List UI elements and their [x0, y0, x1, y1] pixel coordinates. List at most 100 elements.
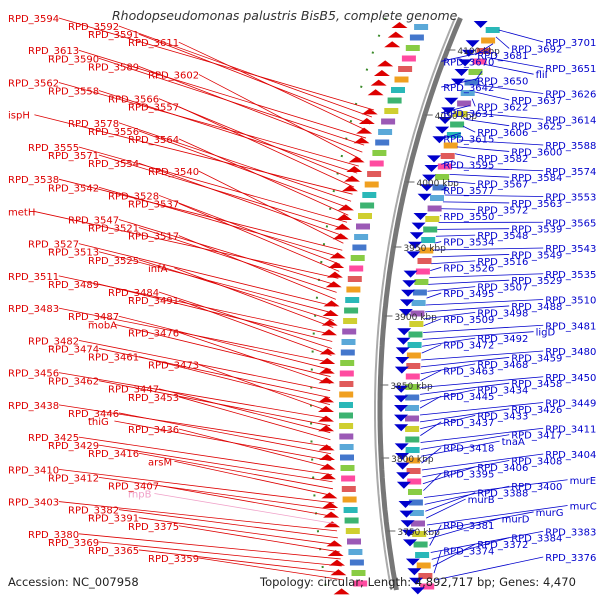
- right-leader-line: [462, 125, 476, 133]
- cog-block-outer: [344, 307, 359, 314]
- cog-block-outer: [343, 507, 358, 513]
- reverse-gene-arrow: [322, 502, 339, 508]
- forward-gene-arrow: [401, 529, 416, 537]
- reverse-gene-arrow: [322, 310, 339, 316]
- right-gene-label: RPD_3495: [443, 289, 494, 300]
- reverse-gene-arrow: [358, 118, 375, 124]
- reverse-gene-arrow: [318, 406, 334, 412]
- right-leader-line: [423, 479, 568, 498]
- right-leader-line: [432, 543, 476, 567]
- reverse-gene-arrow: [318, 367, 335, 374]
- left-gene-label: RPD_3542: [48, 183, 99, 194]
- right-leader-line: [441, 208, 476, 210]
- cog-block-inner: [432, 184, 447, 191]
- left-gene-label: RPD_3590: [48, 54, 99, 65]
- right-gene-label: RPD_3488: [511, 302, 562, 313]
- left-gene-label: RPD_3557: [128, 103, 179, 114]
- left-gene-label: mobA: [88, 320, 117, 331]
- left-gene-label: RPD_3453: [128, 393, 179, 404]
- cog-block-inner: [406, 363, 421, 369]
- cog-block-outer: [344, 517, 359, 524]
- right-gene-label: RPD_3574: [545, 167, 596, 178]
- left-gene-label: RPD_3429: [48, 441, 99, 452]
- left-leader-line: [58, 372, 331, 420]
- cog-block-outer: [341, 475, 356, 482]
- left-gene-label: RPD_3380: [28, 530, 79, 541]
- cog-block-outer: [350, 255, 365, 261]
- cog-block-outer: [341, 339, 356, 345]
- left-gene-label: RPD_3473: [148, 361, 199, 372]
- right-leader-line: [487, 57, 544, 69]
- left-leader-line: [114, 323, 331, 377]
- right-gene-label: RPD_3543: [545, 244, 596, 255]
- right-leader-line: [420, 434, 510, 450]
- right-leader-line: [420, 369, 442, 381]
- left-leader-line: [178, 106, 355, 188]
- right-leader-line: [444, 194, 544, 197]
- right-gene-label: RPD_3376: [545, 553, 596, 564]
- cog-block-inner: [450, 121, 465, 128]
- left-leader-line: [158, 388, 331, 434]
- right-gene-label: RPD_3588: [545, 141, 596, 152]
- cog-block-outer: [367, 171, 382, 177]
- reverse-gene-arrow: [324, 521, 341, 528]
- tick-label: 4050 kbp: [435, 112, 478, 122]
- left-gene-label: RPD_3359: [148, 554, 199, 565]
- left-leader-line: [118, 25, 373, 118]
- forward-gene-arrow: [403, 539, 417, 547]
- right-gene-label: RPD_3374: [443, 547, 494, 558]
- summary-text: Topology: circular; Length: 4,892,717 bp…: [260, 575, 576, 589]
- right-gene-label: RPD_3529: [511, 276, 562, 287]
- right-leader-line: [429, 524, 442, 546]
- reverse-gene-arrow: [341, 185, 358, 192]
- right-gene-label: RPD_3388: [477, 489, 528, 500]
- gc-skew-ring: [310, 17, 387, 591]
- left-gene-label: RPD_3382: [68, 506, 119, 517]
- forward-gene-arrow: [473, 21, 488, 28]
- left-leader-line: [138, 259, 334, 321]
- right-gene-label: RPD_3539: [511, 225, 562, 236]
- right-gene-label: RPD_3510: [545, 296, 596, 307]
- right-gene-label: RPD_3408: [511, 456, 562, 467]
- right-gene-label: RPD_3472: [443, 341, 494, 352]
- right-leader-line: [467, 112, 544, 120]
- cog-block-outer: [349, 265, 364, 272]
- right-gene-label: RPD_3383: [545, 527, 596, 538]
- left-gene-label: RPD_3558: [48, 87, 99, 98]
- left-gene-label: RPD_3369: [48, 538, 99, 549]
- left-gene-label: RPD_3375: [128, 522, 179, 533]
- cog-block-inner: [411, 300, 426, 306]
- reverse-gene-arrow: [318, 415, 334, 422]
- right-gene-label: RPD_3480: [545, 347, 596, 358]
- cog-block-inner: [416, 562, 431, 569]
- cog-block-outer: [340, 454, 354, 461]
- left-leader-line: [78, 49, 367, 139]
- left-gene-label: RPD_3562: [8, 78, 59, 89]
- right-gene-label: RPD_3614: [545, 115, 596, 126]
- forward-gene-arrow: [394, 424, 409, 432]
- cog-block-inner: [418, 573, 433, 579]
- forward-gene-arrow: [394, 385, 409, 393]
- left-gene-label: RPD_3365: [88, 546, 139, 557]
- cog-block-outer: [341, 486, 356, 492]
- reverse-gene-arrow: [327, 550, 344, 556]
- cog-block-inner: [430, 195, 444, 201]
- cog-block-outer: [348, 549, 363, 555]
- left-leader-line: [178, 41, 369, 132]
- left-gene-label: RPD_3517: [128, 232, 179, 243]
- right-leader-line: [441, 187, 447, 191]
- forward-gene-arrow: [395, 453, 410, 460]
- right-gene-label: RPD_3637: [511, 96, 562, 107]
- right-gene-label: RPD_3681: [477, 51, 528, 62]
- right-leader-line: [423, 324, 544, 333]
- cog-block-outer: [378, 129, 393, 135]
- right-leader-line: [425, 305, 510, 313]
- right-gene-label: murE: [570, 476, 597, 487]
- right-leader-line: [420, 357, 510, 368]
- forward-gene-arrow: [396, 481, 411, 489]
- right-leader-line: [451, 167, 544, 172]
- reverse-gene-arrow: [377, 60, 394, 67]
- cog-block-outer: [347, 276, 362, 282]
- right-gene-label: RPD_3411: [545, 424, 596, 435]
- left-leader-line: [158, 194, 341, 265]
